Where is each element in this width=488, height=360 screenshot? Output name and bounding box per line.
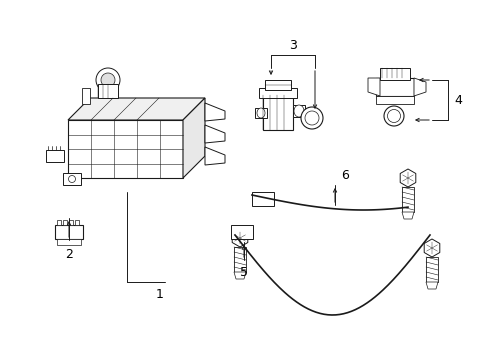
Ellipse shape [301, 107, 323, 129]
Bar [98, 84, 118, 98]
Bar [263, 95, 292, 130]
Ellipse shape [305, 111, 318, 125]
Polygon shape [204, 103, 224, 121]
Bar [57, 239, 81, 245]
Bar [425, 257, 437, 282]
Bar [57, 220, 61, 225]
Text: 5: 5 [240, 266, 247, 279]
Ellipse shape [386, 109, 400, 122]
Polygon shape [399, 169, 415, 187]
Bar [82, 88, 90, 104]
Polygon shape [367, 78, 379, 96]
Bar [260, 195, 264, 205]
Bar [259, 88, 296, 98]
Bar [46, 150, 64, 162]
Bar [63, 173, 81, 185]
Ellipse shape [293, 105, 304, 117]
Text: 2: 2 [65, 248, 73, 261]
Bar [264, 80, 290, 90]
Bar [55, 225, 83, 239]
Circle shape [101, 73, 115, 87]
Polygon shape [183, 98, 204, 178]
Polygon shape [413, 78, 425, 96]
Bar [264, 195, 268, 205]
Circle shape [68, 176, 75, 183]
Bar [401, 187, 413, 212]
Bar [234, 247, 245, 272]
Polygon shape [204, 125, 224, 143]
Polygon shape [204, 147, 224, 165]
Text: 1: 1 [156, 288, 163, 302]
Bar [68, 120, 183, 178]
Bar [234, 228, 238, 238]
Bar [244, 228, 247, 238]
Text: 3: 3 [288, 39, 296, 51]
Circle shape [96, 68, 120, 92]
Bar [269, 195, 273, 205]
Bar [69, 220, 73, 225]
Bar [375, 96, 413, 104]
Text: 4: 4 [453, 94, 461, 107]
Ellipse shape [257, 108, 264, 118]
Bar [375, 78, 413, 96]
Text: 6: 6 [340, 168, 348, 181]
Polygon shape [234, 272, 245, 279]
Ellipse shape [383, 106, 403, 126]
Bar [63, 220, 67, 225]
Polygon shape [401, 212, 413, 219]
Bar [248, 228, 252, 238]
Polygon shape [232, 229, 247, 247]
Polygon shape [423, 239, 439, 257]
Bar [239, 228, 243, 238]
Bar [254, 108, 266, 118]
Polygon shape [425, 282, 437, 289]
Bar [251, 192, 273, 206]
Polygon shape [68, 98, 204, 120]
Bar [230, 225, 252, 239]
Bar [75, 220, 79, 225]
Bar [292, 105, 305, 117]
Bar [254, 195, 259, 205]
Bar [379, 68, 409, 80]
